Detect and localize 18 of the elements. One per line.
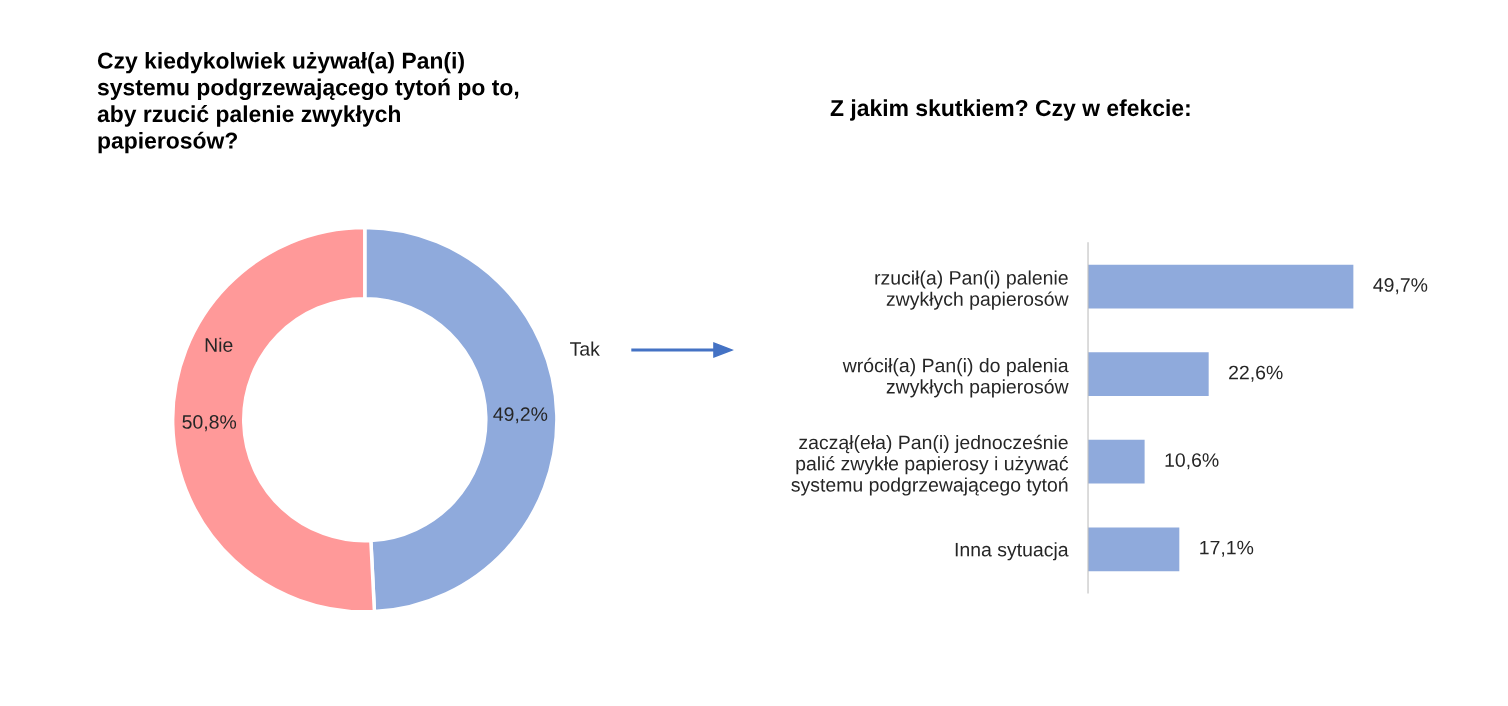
chart-title: Z jakim skutkiem? Czy w efekcie: <box>830 99 1190 121</box>
chart-title: Czy kiedykolwiek używał(a) Pan(i) systemu podgrzewającego tytoń po to, aby rzucić palenie zwykłych papierosów? <box>97 52 519 154</box>
bar <box>1088 352 1209 397</box>
y-tick-label: Inna sytuacja <box>955 542 1069 561</box>
bar <box>1088 264 1354 309</box>
y-tick-label: zaczął(eła) Pan(i) jednocześnie palić zwykłe papierosy i używać systemu podgrzewającego tytoń <box>791 434 1069 496</box>
bar <box>1088 439 1145 484</box>
data-label: 50,8% <box>182 415 237 432</box>
data-label: 10,6% <box>1165 453 1219 470</box>
y-tick-label: rzucił(a) Pan(i) palenie zwykłych papierosów <box>875 270 1069 310</box>
slice-label: Nie <box>205 337 233 352</box>
slice-label: Tak <box>570 341 600 356</box>
data-label: 49,7% <box>1373 278 1428 295</box>
data-label: 22,6% <box>1229 365 1283 382</box>
data-label: 17,1% <box>1200 540 1254 557</box>
y-tick-label: wrócił(a) Pan(i) do palenia zwykłych papierosów <box>842 357 1069 398</box>
bar <box>1088 527 1180 572</box>
data-label: 49,2% <box>493 407 548 424</box>
